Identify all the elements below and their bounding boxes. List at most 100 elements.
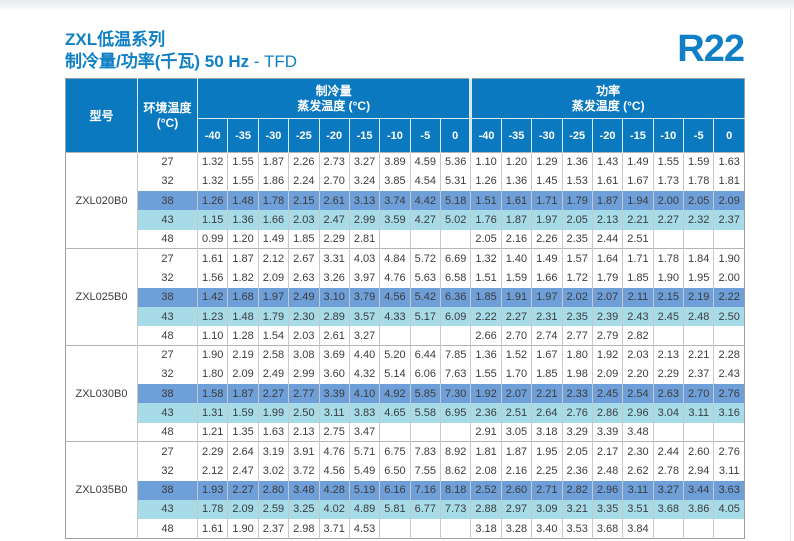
capacity-cell: 1.87 (257, 152, 289, 172)
power-cell: 2.32 (682, 210, 714, 230)
power-cell: 2.05 (682, 191, 714, 211)
capacity-cell: 3.89 (379, 152, 411, 172)
capacity-cell: 4.03 (348, 248, 380, 269)
power-cell: 2.21 (622, 210, 654, 230)
power-cell: 1.66 (531, 268, 562, 288)
power-cell: 2.76 (713, 384, 745, 404)
power-cell: 3.11 (622, 480, 654, 500)
power-cell: 1.45 (531, 171, 562, 192)
power-cell: 1.91 (500, 287, 532, 307)
capacity-cell: 3.97 (348, 268, 380, 288)
power-cell: 2.17 (591, 441, 623, 462)
table-row: 43 1.15 1.36 1.66 2.03 2.47 2.99 3.59 4.27 5.02 1.… (66, 210, 745, 230)
capacity-cell (409, 229, 441, 249)
capacity-cell: 4.33 (379, 306, 411, 327)
capacity-cell: 2.09 (227, 364, 259, 385)
model-cell: ZXL025B0 (65, 248, 138, 346)
ambient-header-line1: 环境温度 (143, 100, 192, 115)
power-cell: 1.59 (500, 268, 532, 288)
evap-temp-header: -35 (500, 118, 532, 153)
capacity-cell: 8.62 (439, 461, 471, 481)
power-cell: 2.28 (713, 345, 745, 365)
power-cell: 2.76 (713, 441, 745, 462)
power-cell: 2.97 (500, 499, 532, 520)
power-cell: 2.45 (591, 384, 623, 404)
table-header: 型号 环境温度 (°C) 制冷量 蒸发温度 (°C) 功率 蒸发温度 (°C) … (65, 78, 745, 153)
capacity-cell: 3.71 (318, 519, 350, 539)
table-row: 48 0.99 1.20 1.49 1.85 2.29 2.81 2.05 2.16 2.26 2.… (66, 229, 745, 249)
capacity-cell: 1.10 (196, 326, 228, 346)
power-cell (713, 422, 745, 442)
power-cell: 2.70 (500, 326, 532, 346)
power-cell: 1.49 (622, 152, 654, 172)
power-cell: 2.00 (652, 191, 684, 211)
power-cell: 2.09 (591, 364, 623, 385)
power-cell: 3.84 (622, 519, 654, 539)
capacity-cell: 7.73 (439, 499, 471, 520)
capacity-cell: 3.60 (318, 364, 350, 385)
capacity-cell: 3.69 (318, 345, 350, 365)
ambient-temp-cell: 43 (137, 306, 198, 327)
capacity-cell: 2.27 (227, 480, 259, 500)
capacity-cell: 4.84 (379, 248, 411, 269)
ambient-temp-cell: 43 (137, 499, 198, 520)
ambient-temp-cell: 27 (137, 248, 198, 269)
capacity-cell: 7.63 (439, 364, 471, 385)
power-cell: 2.21 (682, 345, 714, 365)
power-cell: 1.20 (500, 152, 532, 172)
power-cell: 2.88 (470, 499, 502, 520)
evap-temp-header: -35 (227, 118, 259, 153)
ambient-temp-cell: 27 (137, 441, 198, 462)
power-cell: 1.95 (682, 268, 714, 288)
power-cell (652, 326, 684, 346)
power-cell: 1.92 (591, 345, 623, 365)
capacity-cell (409, 519, 441, 539)
capacity-cell: 1.20 (227, 229, 259, 249)
table-row: ZXL035B0 27 2.29 2.64 3.19 3.91 4.76 5.71 6.75 7.… (65, 441, 745, 539)
power-cell: 2.35 (561, 229, 593, 249)
power-cell: 2.11 (622, 287, 654, 307)
capacity-group-line1: 制冷量 (315, 83, 352, 98)
power-cell: 1.73 (652, 171, 684, 192)
power-cell: 4.05 (713, 499, 745, 520)
capacity-cell: 7.30 (439, 384, 471, 404)
capacity-cell: 2.75 (318, 422, 350, 442)
subtitle-main: 制冷量/功率(千瓦) 50 Hz (65, 52, 254, 71)
ambient-temp-cell: 43 (137, 210, 198, 230)
power-cell: 1.70 (500, 364, 532, 385)
capacity-cell: 7.85 (439, 345, 471, 365)
capacity-cell: 6.50 (379, 461, 411, 481)
capacity-cell: 6.75 (379, 441, 411, 462)
series-title: ZXL低温系列 (65, 30, 166, 49)
capacity-cell: 2.19 (227, 345, 259, 365)
power-cell (713, 519, 745, 539)
power-cell: 3.35 (591, 499, 623, 520)
capacity-cell: 1.59 (227, 403, 259, 423)
capacity-cell: 2.61 (318, 326, 350, 346)
capacity-cell (379, 422, 411, 442)
power-cell: 1.57 (561, 248, 593, 269)
power-cell (652, 422, 684, 442)
capacity-cell: 2.58 (257, 345, 289, 365)
capacity-cell: 5.42 (409, 287, 441, 307)
power-cell: 3.04 (652, 403, 684, 423)
power-cell: 1.26 (470, 171, 502, 192)
capacity-cell: 3.27 (348, 152, 380, 172)
power-cell: 2.51 (622, 229, 654, 249)
capacity-cell: 3.31 (318, 248, 350, 269)
power-cell: 3.53 (561, 519, 593, 539)
capacity-cell: 3.59 (379, 210, 411, 230)
power-cell: 2.15 (652, 287, 684, 307)
capacity-cell: 3.10 (318, 287, 350, 307)
capacity-cell: 3.02 (257, 461, 289, 481)
capacity-cell: 1.32 (196, 171, 228, 192)
power-cell: 2.36 (561, 461, 593, 481)
capacity-cell: 2.03 (288, 326, 319, 346)
power-cell: 3.16 (713, 403, 745, 423)
capacity-cell: 3.11 (318, 403, 350, 423)
table-row: 43 1.78 2.09 2.59 3.25 4.02 4.89 5.81 6.77 7.73 2.… (66, 499, 745, 520)
power-cell: 2.43 (713, 364, 745, 385)
power-cell: 1.76 (470, 210, 502, 230)
power-cell: 1.51 (470, 268, 502, 288)
capacity-cell: 5.02 (439, 210, 471, 230)
